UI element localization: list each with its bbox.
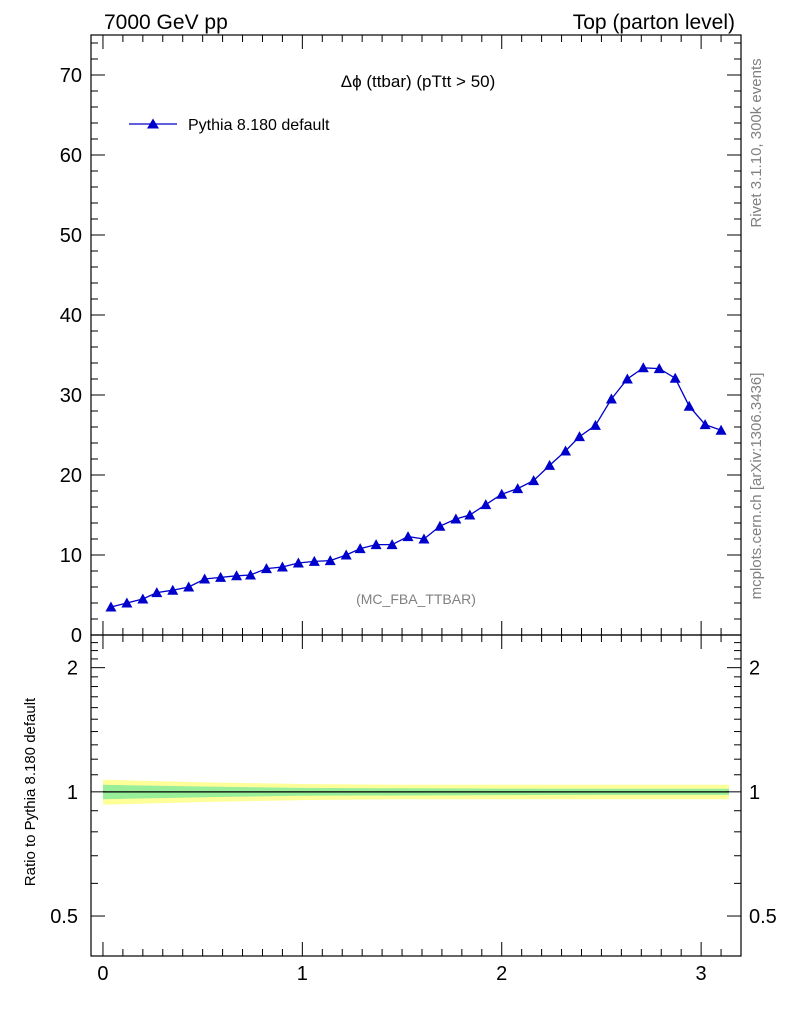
legend: Pythia 8.180 default [129,117,330,134]
data-point-triangle [715,424,727,435]
data-point-triangle [605,393,617,404]
data-point-triangle [340,549,352,560]
data-point-triangle [450,513,462,524]
legend-label: Pythia 8.180 default [188,117,330,134]
data-point-triangle [496,488,508,499]
data-point-triangle [402,531,414,542]
data-point-triangle [370,539,382,550]
ratio-plot-panel: 0 1 2 3 0.5 0.5 1 1 2 2 [50,634,777,985]
data-point-triangle [276,561,288,572]
data-point-triangle [637,362,649,373]
y-tick-label: 70 [60,65,82,87]
y-tick-label: 40 [60,305,82,327]
data-point-triangle [512,483,524,494]
x-tick-label: 0 [97,963,108,985]
main-plot-panel: 0 10 20 30 40 50 60 70 [60,34,742,647]
ratio-frame [90,634,742,957]
data-point-triangle [434,520,446,531]
data-point-triangle [292,557,304,568]
data-point-triangle [589,419,601,430]
data-point-triangle [621,373,633,384]
y-tick-label: 10 [60,545,82,567]
data-point-triangle [324,555,336,566]
chart-title: Δϕ (ttbar) (pTtt > 50) [341,72,496,91]
y-tick-label: 60 [60,145,82,167]
data-point-triangle [544,459,556,470]
data-point-triangle [560,445,572,456]
data-point-triangle [308,555,320,566]
ratio-y-tick-label-left: 2 [67,658,78,680]
data-point-triangle [386,539,398,550]
data-point-triangle [480,499,492,510]
ratio-y-tick-label-left: 1 [67,782,78,804]
data-point-triangle [245,569,257,580]
y-tick-label: 20 [60,465,82,487]
data-point-triangle [183,581,195,592]
ratio-y-label: Ratio to Pythia 8.180 default [22,697,39,886]
analysis-watermark: (MC_FBA_TTBAR) [356,591,476,607]
data-point-triangle [683,400,695,411]
mcplots-label: mcplots.cern.ch [arXiv:1306.3436] [748,373,765,600]
data-point-triangle [528,475,540,486]
data-point-triangle [573,431,585,442]
data-point-triangle [354,543,366,554]
data-point-triangle [464,509,476,520]
y-tick-label: 0 [71,625,82,647]
data-point-triangle [653,363,665,374]
ratio-y-tick-label-left: 0.5 [50,906,78,928]
data-point-triangle [699,419,711,430]
y-tick-label: 50 [60,225,82,247]
y-tick-label: 30 [60,385,82,407]
data-point-triangle [137,593,149,604]
data-point-triangle [418,533,430,544]
data-point-triangle [167,584,179,595]
header-right: Top (parton level) [573,11,735,34]
data-point-triangle [215,571,227,582]
data-point-triangle [669,372,681,383]
data-point-triangle [199,573,211,584]
ratio-y-tick-label-right: 2 [749,658,760,680]
series-line [110,367,722,608]
data-point-triangle [260,563,272,574]
data-point-triangle [121,597,133,608]
ratio-y-tick-label-right: 0.5 [749,906,777,928]
x-tick-label: 1 [297,963,308,985]
data-point-triangle [105,601,117,612]
rivet-label: Rivet 3.1.10, 300k events [748,58,765,227]
ratio-y-tick-label-right: 1 [749,782,760,804]
data-point-triangle [151,587,163,598]
x-tick-label: 3 [696,963,707,985]
x-tick-label: 2 [496,963,507,985]
legend-marker-triangle [147,118,159,129]
header-left: 7000 GeV pp [104,11,228,34]
data-point-triangle [231,570,243,581]
